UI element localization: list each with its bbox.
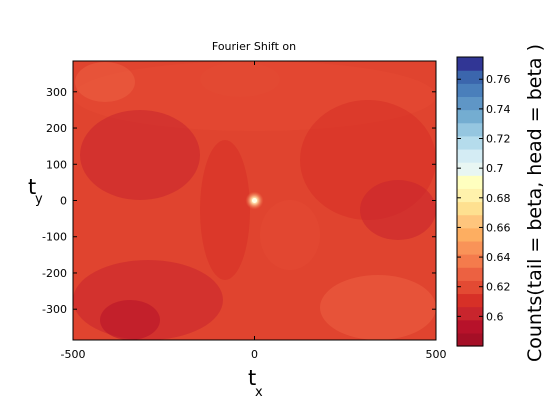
heatmap-patch [260, 200, 320, 270]
colorbar-band [457, 109, 483, 124]
colorbar: 0.76 0.74 0.72 0.7 0.68 0.66 0.64 0.62 0.6 [456, 56, 511, 347]
svg-text:t: t [248, 366, 256, 390]
y-tick-label: 200 [46, 122, 67, 135]
colorbar-band [457, 293, 483, 308]
y-tick-label: 100 [46, 158, 67, 171]
colorbar-band [457, 148, 483, 163]
colorbar-band [457, 57, 483, 71]
heatmap-patch [100, 300, 160, 340]
y-tick-label: -100 [42, 231, 67, 244]
colorbar-tick-label: 0.68 [486, 192, 511, 205]
colorbar-band [457, 227, 483, 242]
heatmap-patch [200, 140, 250, 280]
colorbar-band [457, 83, 483, 98]
x-axis: -500 0 500 [61, 61, 447, 361]
colorbar-band [457, 122, 483, 137]
colorbar-tick-label: 0.64 [486, 251, 511, 264]
colorbar-band [457, 96, 483, 111]
peak-marker [245, 191, 264, 210]
colorbar-label: Counts(tail = beta, head = beta ) [524, 44, 546, 362]
x-tick-label: 500 [426, 348, 447, 361]
heatmap-patch [360, 180, 436, 240]
chart-title: Fourier Shift on [212, 40, 296, 53]
y-tick-label: -300 [42, 303, 67, 316]
colorbar-band [457, 175, 483, 189]
x-tick-label: -500 [61, 348, 86, 361]
colorbar-tick-label: 0.74 [486, 103, 511, 116]
colorbar-band [457, 162, 483, 176]
colorbar-tick-label: 0.72 [486, 133, 511, 146]
y-axis-label: t y [28, 175, 43, 207]
heatmap-patch [200, 62, 280, 97]
heatmap-patch [80, 110, 200, 200]
heatmap-patch [75, 62, 135, 102]
colorbar-band [457, 135, 483, 150]
y-tick-label: 0 [60, 195, 67, 208]
y-tick-label: 300 [46, 86, 67, 99]
colorbar-band [457, 214, 483, 229]
x-tick-label: 0 [251, 348, 258, 361]
colorbar-tick-label: 0.6 [486, 310, 504, 323]
colorbar-tick-label: 0.76 [486, 73, 511, 86]
colorbar-band [457, 267, 483, 281]
colorbar-band [457, 240, 483, 255]
svg-text:t: t [28, 175, 36, 199]
colorbar-band [457, 188, 483, 203]
colorbar-tick-label: 0.7 [486, 162, 504, 175]
colorbar-band [457, 332, 483, 347]
colorbar-tick-label: 0.66 [486, 221, 511, 234]
colorbar-band [457, 319, 483, 334]
svg-text:y: y [35, 192, 43, 207]
y-axis: 300 200 100 0 -100 -200 -300 [42, 86, 436, 316]
x-axis-label: t x [248, 366, 263, 400]
heatmap-plot-area [72, 60, 437, 341]
colorbar-band [457, 306, 483, 321]
colorbar-band [457, 254, 483, 268]
colorbar-band [457, 70, 483, 84]
heatmap-patch [320, 275, 436, 340]
y-tick-label: -200 [42, 267, 67, 280]
colorbar-band [457, 201, 483, 216]
colorbar-tick-label: 0.62 [486, 281, 511, 294]
svg-text:x: x [255, 385, 263, 400]
colorbar-band [457, 280, 483, 295]
